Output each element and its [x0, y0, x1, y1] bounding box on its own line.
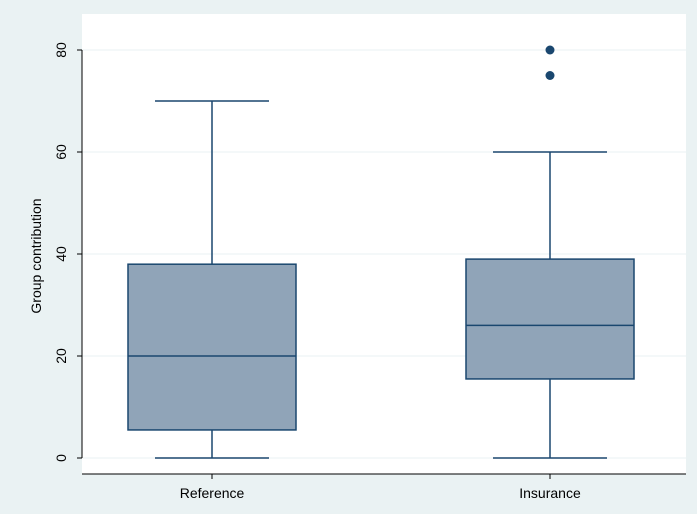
- y-tick-label: 60: [53, 144, 69, 160]
- y-axis-title: Group contribution: [28, 198, 44, 313]
- iqr-box: [127, 263, 297, 431]
- box-insurance: [465, 45, 635, 459]
- x-tick-label: Insurance: [519, 485, 581, 501]
- box-reference: [127, 100, 297, 459]
- outlier-point: [545, 71, 555, 80]
- boxes: [127, 45, 635, 459]
- y-tick-label: 20: [53, 348, 69, 364]
- x-axis: Reference Insurance: [82, 473, 686, 501]
- y-tick-label: 80: [53, 42, 69, 58]
- x-tick-label: Reference: [180, 485, 245, 501]
- outlier-point: [545, 45, 555, 55]
- y-axis: 0 20 40 60 80: [53, 42, 83, 462]
- y-tick-label: 40: [53, 246, 69, 262]
- y-tick-label: 0: [53, 454, 69, 462]
- iqr-box: [465, 258, 635, 380]
